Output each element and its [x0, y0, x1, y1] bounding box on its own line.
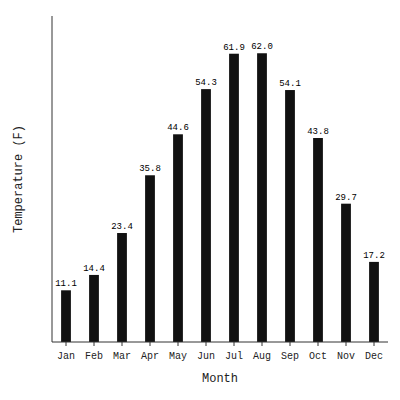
x-tick [206, 342, 207, 346]
data-label: 61.9 [223, 43, 245, 53]
bar [173, 134, 183, 342]
chart-svg: Jan Feb Mar Apr May Jun Jul Aug Sep Oct Nov Dec 11.1… [0, 0, 400, 400]
data-label: 14.4 [83, 264, 105, 274]
bar [201, 89, 211, 342]
bar [313, 138, 323, 342]
data-label: 29.7 [335, 193, 357, 203]
x-tick [150, 342, 151, 346]
y-axis-label: Temperature (F) [12, 125, 26, 233]
x-tick-label: Oct [309, 351, 327, 362]
x-tick-label: Apr [141, 351, 159, 362]
x-tick [66, 342, 67, 346]
x-axis-line [52, 342, 388, 343]
data-label: 54.1 [279, 79, 301, 89]
x-tick-label: Dec [365, 351, 383, 362]
data-label: 35.8 [139, 164, 161, 174]
data-label: 54.3 [195, 78, 217, 88]
x-tick [318, 342, 319, 346]
data-label: 23.4 [111, 222, 133, 232]
x-tick-label: Feb [85, 351, 103, 362]
x-tick [178, 342, 179, 346]
x-tick [346, 342, 347, 346]
x-tick-label: May [169, 351, 187, 362]
x-tick-label: Jan [57, 351, 75, 362]
chart-container: Jan Feb Mar Apr May Jun Jul Aug Sep Oct Nov Dec 11.1… [0, 0, 400, 400]
x-tick [290, 342, 291, 346]
bar [341, 204, 351, 342]
x-tick-label: Jul [225, 351, 243, 362]
x-tick-label: Mar [113, 351, 131, 362]
x-tick-label: Aug [253, 351, 271, 362]
x-tick-label: Sep [281, 351, 299, 362]
x-tick [262, 342, 263, 346]
x-axis-label: Month [202, 372, 238, 386]
bars [61, 53, 379, 342]
data-label: 43.8 [307, 127, 329, 137]
bar [257, 53, 267, 342]
x-tick-label: Jun [197, 351, 215, 362]
data-label: 11.1 [55, 279, 77, 289]
x-tick [374, 342, 375, 346]
bar [285, 90, 295, 342]
bar [229, 54, 239, 342]
bar [145, 175, 155, 342]
data-label: 62.0 [251, 42, 273, 52]
x-tick [234, 342, 235, 346]
x-tick-label: Nov [337, 351, 355, 362]
bar [61, 290, 71, 342]
bar [89, 275, 99, 342]
x-tick [94, 342, 95, 346]
y-axis-line [52, 16, 53, 342]
bar [369, 262, 379, 342]
data-label: 44.6 [167, 123, 189, 133]
x-tick [122, 342, 123, 346]
data-label: 17.2 [363, 251, 385, 261]
bar [117, 233, 127, 342]
